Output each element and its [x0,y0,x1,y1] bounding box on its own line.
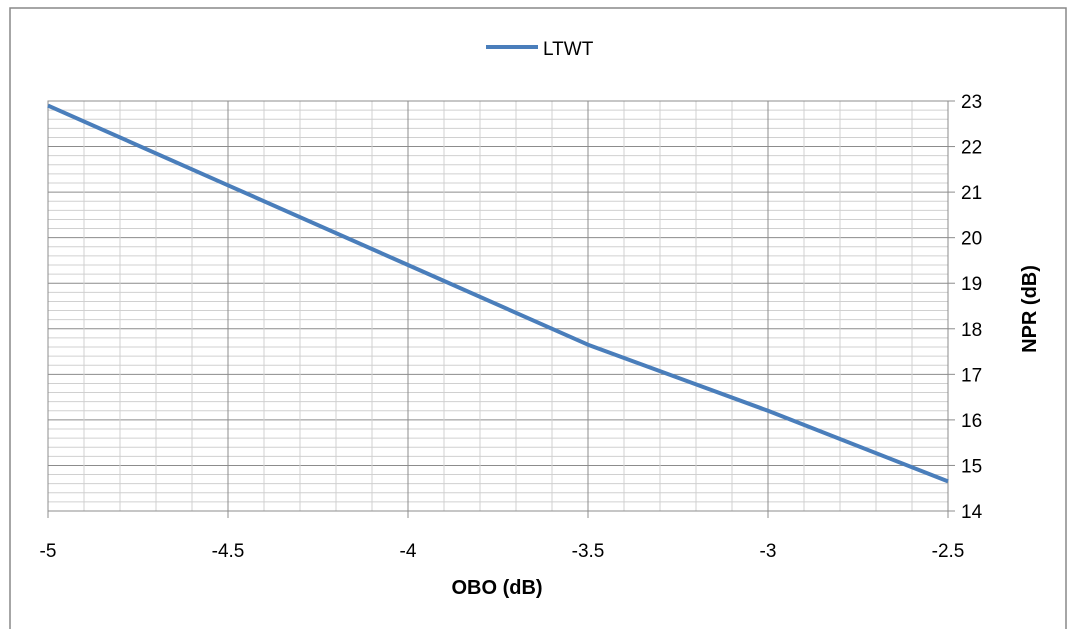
x-tick-label: -3 [760,541,777,562]
series-line-ltwt [47,103,949,484]
y-tick-label: 21 [961,183,982,204]
y-tick-label: 19 [961,274,982,295]
x-tick-label: -5 [40,541,57,562]
x-axis-label: OBO (dB) [451,577,542,599]
x-tick-label: -3.5 [572,541,605,562]
y-tick-label: 16 [961,411,982,432]
y-axis-label: NPR (dB) [1019,265,1041,353]
x-tick-labels: -5 -4.5 -4 -3.5 -3 -2.5 [40,541,965,562]
plot-area [47,100,949,512]
gridlines [48,101,948,511]
y-tick-labels: 14 15 16 17 18 19 20 21 22 23 [961,92,983,523]
y-tick-label: 14 [961,502,983,523]
axis-ticks [47,100,955,518]
y-tick-label: 22 [961,138,982,159]
y-tick-label: 15 [961,456,982,477]
y-tick-label: 17 [961,365,982,386]
series-lines [47,103,949,484]
x-tick-label: -4 [400,541,417,562]
y-tick-label: 18 [961,320,982,341]
y-tick-label: 23 [961,92,982,113]
x-tick-label: -4.5 [212,541,245,562]
y-tick-label: 20 [961,229,982,250]
legend-label-ltwt: LTWT [543,39,594,60]
legend: LTWT [486,39,594,60]
x-tick-label: -2.5 [932,541,965,562]
